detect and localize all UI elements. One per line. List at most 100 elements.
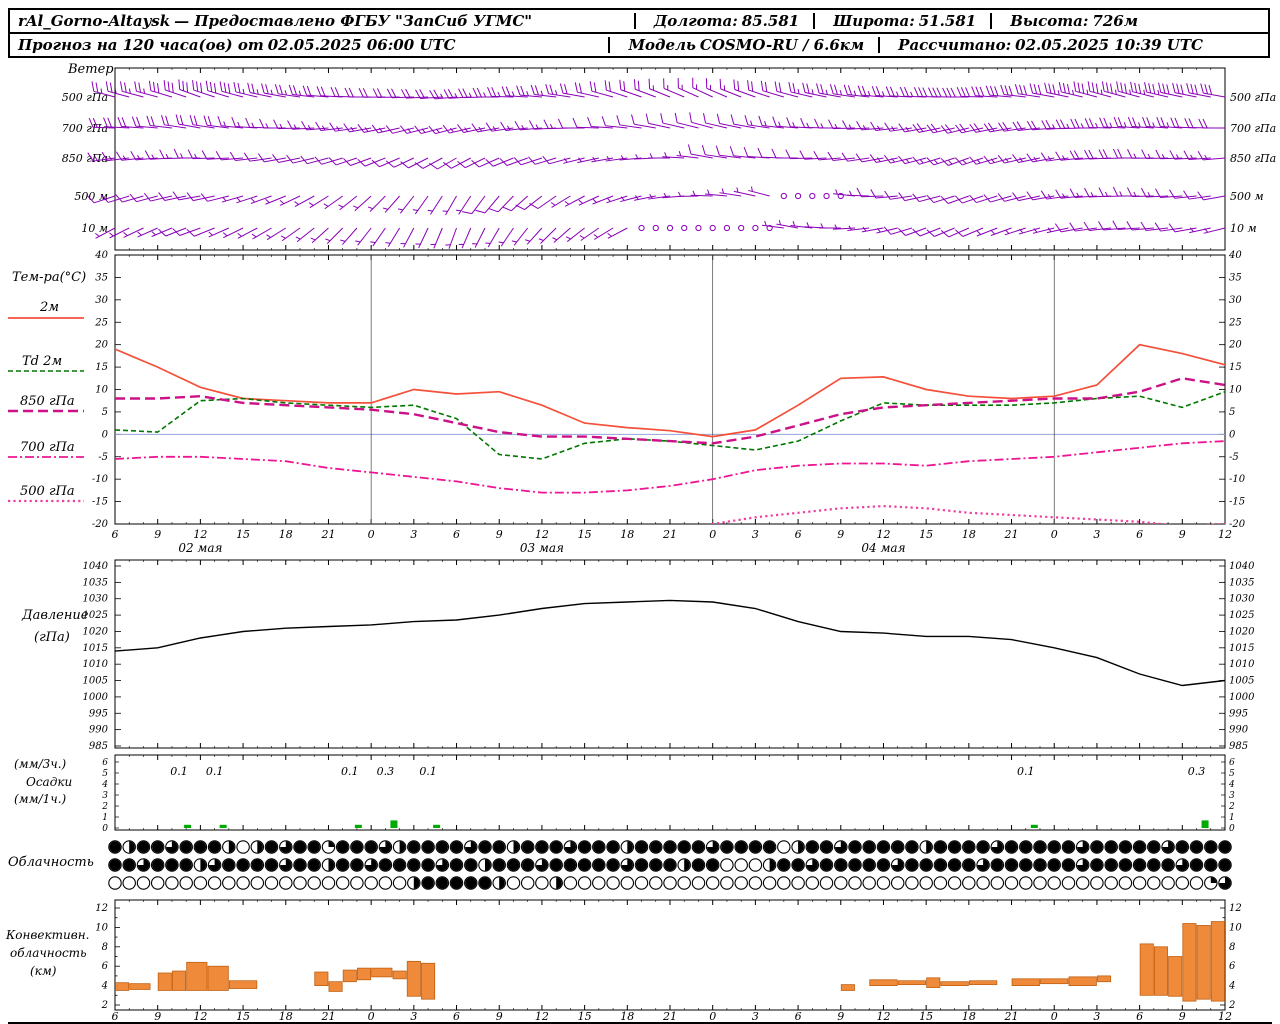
svg-text:-15: -15 (92, 497, 108, 508)
svg-text:1010: 1010 (83, 659, 109, 670)
svg-text:3: 3 (752, 528, 759, 541)
svg-text:0.1: 0.1 (170, 765, 188, 778)
svg-text:8: 8 (102, 942, 108, 953)
svg-text:15: 15 (236, 1010, 250, 1023)
longitude-value: 85.581 (741, 12, 800, 30)
convective-unit-label: (км) (30, 964, 57, 978)
model-label: Модель (628, 36, 696, 54)
svg-text:2: 2 (101, 802, 108, 812)
altitude-value: 726м (1092, 12, 1138, 30)
svg-text:35: 35 (95, 272, 108, 283)
svg-text:9: 9 (154, 528, 161, 541)
svg-text:03 мая: 03 мая (520, 541, 564, 555)
svg-text:995: 995 (89, 708, 108, 719)
svg-text:15: 15 (578, 528, 592, 541)
legend-label-t500: 500 гПа (20, 484, 75, 499)
svg-text:1015: 1015 (83, 643, 108, 654)
svg-text:18: 18 (962, 528, 976, 541)
svg-text:-5: -5 (1229, 452, 1239, 463)
svg-text:12: 12 (193, 528, 207, 541)
cloud-panel-title: Облачность (8, 855, 94, 870)
svg-text:-15: -15 (1229, 497, 1245, 508)
svg-text:1030: 1030 (83, 594, 109, 605)
station-name: rAl_Gorno-Altaysk (18, 12, 171, 30)
svg-text:5: 5 (102, 769, 108, 779)
svg-text:12: 12 (95, 903, 108, 914)
svg-text:700 гПа: 700 гПа (1230, 122, 1276, 135)
svg-text:-5: -5 (98, 452, 108, 463)
svg-text:18: 18 (962, 1010, 976, 1023)
svg-text:10: 10 (95, 385, 108, 396)
svg-text:1000: 1000 (1229, 692, 1255, 703)
svg-text:500 гПа: 500 гПа (1230, 91, 1276, 104)
svg-text:12: 12 (535, 1010, 549, 1023)
svg-text:40: 40 (94, 250, 108, 261)
svg-text:3: 3 (1229, 791, 1235, 801)
svg-text:0: 0 (1051, 528, 1058, 541)
svg-text:12: 12 (1229, 903, 1242, 914)
svg-text:6: 6 (1229, 961, 1236, 972)
svg-text:04 мая: 04 мая (861, 541, 905, 555)
separator (990, 13, 996, 29)
svg-text:6: 6 (112, 1010, 119, 1023)
svg-text:21: 21 (320, 528, 335, 541)
precip-unit-1h-label: (мм/1ч.) (14, 792, 67, 806)
precip-unit-3h-label: (мм/3ч.) (14, 757, 67, 771)
legend-label-td2m: Td 2м (22, 354, 63, 369)
svg-text:10 м: 10 м (81, 222, 108, 235)
svg-text:1: 1 (1229, 813, 1235, 823)
svg-text:10 м: 10 м (1230, 222, 1257, 235)
svg-text:2: 2 (1228, 802, 1235, 812)
svg-text:6: 6 (112, 528, 119, 541)
svg-text:6: 6 (102, 961, 109, 972)
svg-text:6: 6 (1136, 528, 1143, 541)
svg-text:0: 0 (102, 429, 109, 440)
svg-text:1030: 1030 (1229, 594, 1255, 605)
svg-text:12: 12 (876, 1010, 890, 1023)
calc-label: Рассчитано: (898, 36, 1012, 54)
svg-text:0: 0 (709, 528, 716, 541)
svg-text:0.1: 0.1 (341, 765, 359, 778)
svg-text:12: 12 (193, 1010, 207, 1023)
svg-text:985: 985 (89, 741, 108, 752)
svg-text:21: 21 (1004, 528, 1019, 541)
wind-panel-title: Ветер (68, 62, 114, 77)
svg-text:1040: 1040 (1229, 561, 1255, 572)
svg-text:850 гПа: 850 гПа (1230, 152, 1276, 165)
svg-text:10: 10 (1229, 385, 1242, 396)
svg-text:6: 6 (1229, 758, 1235, 768)
svg-text:0.1: 0.1 (1017, 765, 1035, 778)
svg-text:15: 15 (919, 528, 933, 541)
altitude-label: Высота: (1010, 12, 1089, 30)
svg-text:0.3: 0.3 (377, 765, 395, 778)
svg-text:1: 1 (102, 813, 108, 823)
separator (633, 13, 640, 29)
svg-text:30: 30 (95, 295, 108, 306)
svg-text:-20: -20 (92, 519, 109, 530)
svg-text:20: 20 (94, 340, 108, 351)
svg-text:21: 21 (1004, 1010, 1019, 1023)
svg-text:1020: 1020 (1229, 626, 1255, 637)
svg-text:-20: -20 (1229, 519, 1246, 530)
svg-text:0: 0 (1229, 429, 1236, 440)
legend-label-t2m: 2м (40, 300, 60, 315)
svg-text:21: 21 (662, 1010, 677, 1023)
svg-text:0: 0 (102, 824, 108, 834)
forecast-label: Прогноз на 120 часа(ов) от (18, 36, 264, 54)
svg-text:25: 25 (1228, 317, 1242, 328)
svg-text:18: 18 (620, 528, 634, 541)
temp-panel-title: Тем-ра(°C) (12, 270, 87, 285)
svg-text:990: 990 (89, 725, 109, 736)
svg-text:40: 40 (1228, 250, 1242, 261)
separator (608, 37, 614, 53)
svg-text:-10: -10 (1229, 474, 1246, 485)
svg-text:1025: 1025 (83, 610, 108, 621)
svg-text:3: 3 (410, 1010, 417, 1023)
svg-text:6: 6 (453, 528, 460, 541)
svg-text:5: 5 (102, 407, 108, 418)
svg-text:0: 0 (1229, 824, 1235, 834)
svg-text:1010: 1010 (1229, 659, 1255, 670)
svg-text:5: 5 (1229, 407, 1235, 418)
svg-text:30: 30 (1229, 295, 1242, 306)
